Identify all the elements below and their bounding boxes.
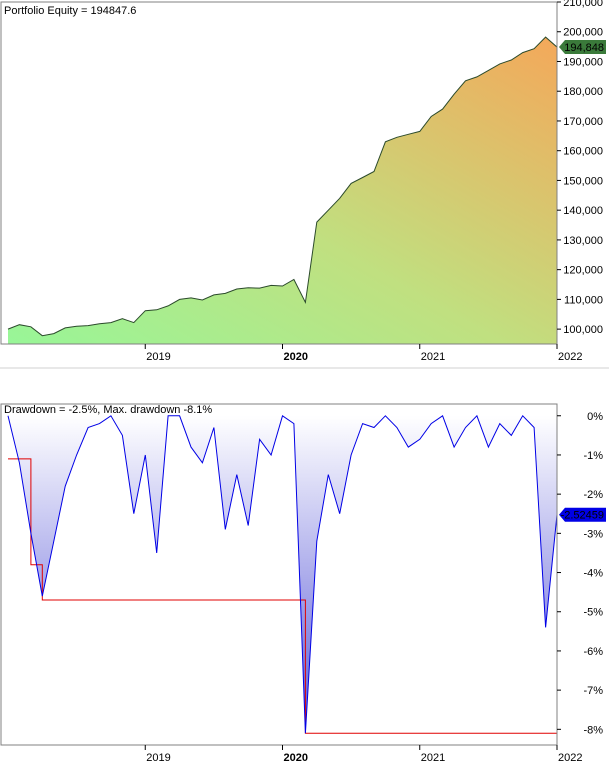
drawdown-panel: Drawdown = -2.5%, Max. drawdown -8.1% 0%… xyxy=(0,403,606,764)
y-tick-label: -5% xyxy=(583,607,603,619)
equity-title: Portfolio Equity = 194847.6 xyxy=(4,5,136,17)
equity-line xyxy=(7,36,557,337)
drawdown-last-value: -2.52459 xyxy=(561,510,604,522)
equity-last-value-label: 194,848 xyxy=(559,40,606,55)
y-tick-label: 120,000 xyxy=(563,265,603,277)
x-tick-label: 2020 xyxy=(284,351,308,363)
y-tick-label: 0% xyxy=(587,411,603,423)
drawdown-x-axis: 2019 2020 2021 2022 xyxy=(144,745,582,764)
max-drawdown-line xyxy=(8,458,557,734)
y-tick-label: 110,000 xyxy=(564,294,603,306)
y-tick-label: 140,000 xyxy=(563,205,603,217)
y-tick-label: 180,000 xyxy=(563,86,603,98)
x-tick-label: 2021 xyxy=(421,752,445,764)
x-tick-label: 2019 xyxy=(146,752,170,764)
x-tick-label: 2022 xyxy=(558,351,582,363)
x-tick-label: 2021 xyxy=(421,351,445,363)
x-tick-label: 2019 xyxy=(146,351,170,363)
y-tick-label: 210,000 xyxy=(563,0,603,9)
y-tick-label: -8% xyxy=(583,724,603,736)
x-tick-label: 2020 xyxy=(284,752,308,764)
equity-panel: Portfolio Equity = 194847.6 100,000 110,0… xyxy=(0,0,609,370)
y-tick-label: -6% xyxy=(583,646,603,658)
y-tick-label: 130,000 xyxy=(563,235,603,247)
equity-y-axis: 100,000 110,000 120,000 130,000 140,000 150,0… xyxy=(557,0,603,336)
drawdown-plot-frame xyxy=(0,403,558,746)
y-tick-label: 170,000 xyxy=(563,116,603,128)
y-tick-label: -4% xyxy=(583,568,603,580)
y-tick-label: 100,000 xyxy=(563,324,603,336)
y-tick-label: -2% xyxy=(583,489,603,501)
drawdown-title: Drawdown = -2.5%, Max. drawdown -8.1% xyxy=(4,404,212,416)
equity-last-value: 194,848 xyxy=(564,42,604,54)
drawdown-area xyxy=(8,415,557,734)
y-tick-label: 200,000 xyxy=(563,27,603,39)
drawdown-line xyxy=(7,414,557,734)
drawdown-y-axis: 0% -1% -2% -3% -4% -5% -6% -7% -8% xyxy=(557,411,603,736)
y-tick-label: 150,000 xyxy=(563,175,603,187)
drawdown-last-value-label: -2.52459 xyxy=(559,507,606,522)
x-tick-label: 2022 xyxy=(558,752,582,764)
y-tick-label: -3% xyxy=(583,528,603,540)
y-tick-label: -7% xyxy=(583,685,603,697)
drawdown-plot-bg xyxy=(1,404,557,745)
equity-x-axis: 2019 2020 2021 2022 xyxy=(144,344,582,363)
equity-area xyxy=(8,37,557,344)
y-tick-label: -1% xyxy=(583,450,603,462)
y-tick-label: 190,000 xyxy=(563,56,603,68)
y-tick-label: 160,000 xyxy=(563,146,603,158)
equity-plot-frame xyxy=(0,1,558,345)
